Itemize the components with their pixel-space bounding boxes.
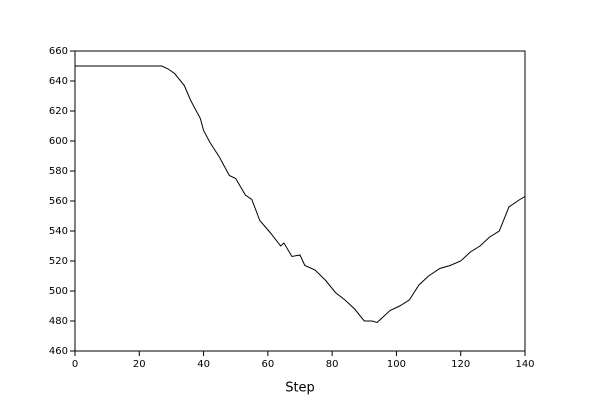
y-tick-label: 540 [49, 226, 68, 237]
y-tick-label: 460 [49, 346, 68, 357]
y-tick-label: 580 [49, 166, 68, 177]
y-tick-label: 640 [49, 76, 68, 87]
y-tick-label: 500 [49, 286, 68, 297]
line-series [75, 65, 526, 324]
y-tick-label: 620 [49, 106, 68, 117]
x-tick-label: 120 [451, 359, 470, 370]
x-axis-label: Step [285, 381, 315, 396]
x-tick-label: 80 [326, 359, 339, 370]
y-tick-label: 520 [49, 256, 68, 267]
x-tick-label: 0 [72, 359, 78, 370]
plot-frame [74, 50, 526, 352]
x-tick-label: 40 [197, 359, 210, 370]
y-tick-label: 600 [49, 136, 68, 147]
x-tick-label: 20 [133, 359, 146, 370]
y-tick-label: 560 [49, 196, 68, 207]
x-tick-label: 140 [515, 359, 534, 370]
y-tick-label: 480 [49, 316, 68, 327]
x-tick-label: 60 [261, 359, 274, 370]
x-tick-label: 100 [387, 359, 406, 370]
y-tick-label: 660 [49, 46, 68, 57]
